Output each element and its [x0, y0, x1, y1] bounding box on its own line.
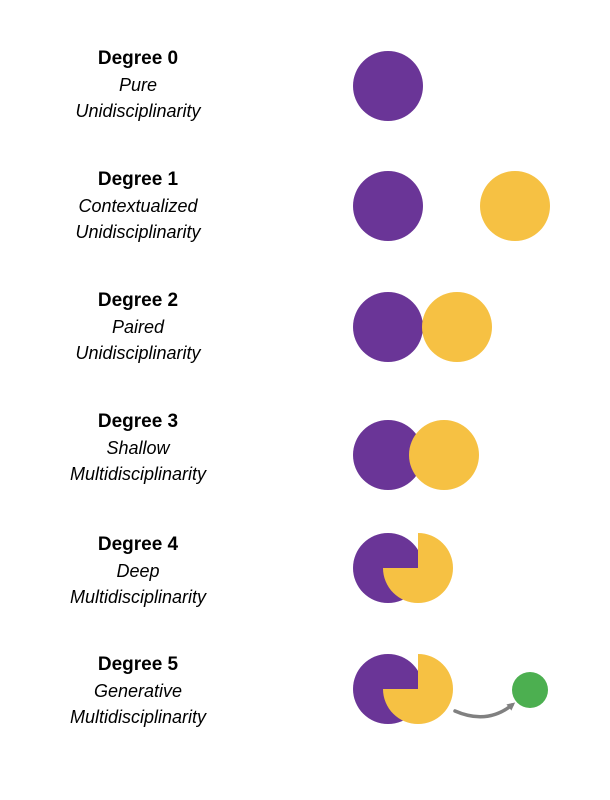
degree-2-label: Degree 2 Paired Unidisciplinarity	[28, 288, 248, 366]
degree-1-line1: Contextualized	[78, 196, 198, 216]
degree-0-purple-circle	[353, 51, 423, 121]
degree-3-gold-circle	[409, 420, 479, 490]
degree-2-line1: Paired	[111, 317, 165, 337]
degree-5-label: Degree 5 Generative Multidisciplinarity	[28, 652, 248, 730]
degree-3-title: Degree 3	[97, 411, 179, 432]
degree-4-label: Degree 4 Deep Multidisciplinarity	[28, 532, 248, 610]
degree-3-label: Degree 3 Shallow Multidisciplinarity	[28, 409, 248, 487]
degree-1-gold-circle	[480, 171, 550, 241]
degree-2-purple-circle	[353, 292, 423, 362]
degree-3-line2: Multidisciplinarity	[69, 464, 207, 484]
degree-1-line2: Unidisciplinarity	[75, 222, 201, 242]
degree-1-title: Degree 1	[97, 169, 179, 190]
degree-5-gold-pacman	[383, 654, 453, 724]
degree-0-line1: Pure	[118, 75, 158, 95]
degree-5-line1: Generative	[93, 681, 183, 701]
degree-4-gold-pacman	[383, 533, 453, 603]
degree-2-gold-circle	[422, 292, 492, 362]
degree-0-line2: Unidisciplinarity	[75, 101, 201, 121]
degree-0-title: Degree 0	[97, 48, 179, 69]
degree-5-green-circle	[512, 672, 548, 708]
degree-4-line2: Multidisciplinarity	[69, 587, 207, 607]
degree-1-purple-circle	[353, 171, 423, 241]
degree-1-label: Degree 1 Contextualized Unidisciplinarit…	[28, 167, 248, 245]
degree-5-arrow	[453, 702, 516, 719]
degree-4-line1: Deep	[116, 561, 160, 581]
degree-5-title: Degree 5	[97, 654, 179, 675]
degree-5-line2: Multidisciplinarity	[69, 707, 207, 727]
degree-3-line1: Shallow	[106, 438, 170, 458]
degree-2-line2: Unidisciplinarity	[75, 343, 201, 363]
degree-3-purple-circle	[353, 420, 423, 490]
degree-2-title: Degree 2	[97, 290, 179, 311]
degree-0-label: Degree 0 Pure Unidisciplinarity	[28, 46, 248, 124]
degree-4-title: Degree 4	[97, 534, 179, 555]
